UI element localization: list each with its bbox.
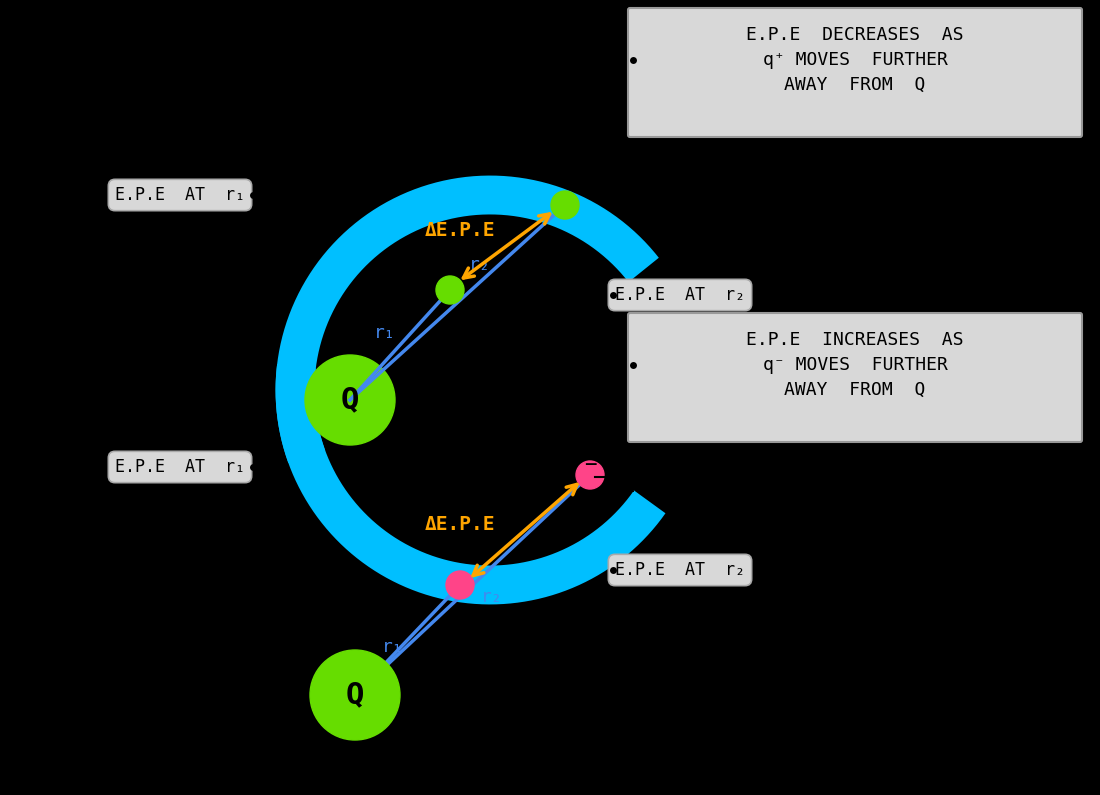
- Text: q⁺ MOVES  FURTHER: q⁺ MOVES FURTHER: [762, 51, 947, 69]
- Text: E.P.E  AT  r₁: E.P.E AT r₁: [116, 186, 245, 204]
- Text: Q: Q: [345, 681, 364, 709]
- Text: q⁻ MOVES  FURTHER: q⁻ MOVES FURTHER: [762, 356, 947, 374]
- Circle shape: [576, 461, 604, 489]
- Text: AWAY  FROM  Q: AWAY FROM Q: [784, 381, 926, 399]
- FancyBboxPatch shape: [628, 8, 1082, 137]
- Circle shape: [446, 571, 474, 599]
- Text: ΔE.P.E: ΔE.P.E: [425, 220, 495, 239]
- Text: AWAY  FROM  Q: AWAY FROM Q: [784, 76, 926, 94]
- Text: r₂: r₂: [469, 256, 491, 274]
- Circle shape: [436, 276, 464, 304]
- Text: Q: Q: [341, 386, 360, 414]
- Text: −: −: [584, 455, 596, 475]
- FancyBboxPatch shape: [628, 313, 1082, 442]
- Circle shape: [305, 355, 395, 445]
- Text: r₁: r₁: [374, 324, 396, 342]
- Text: r₁: r₁: [382, 638, 404, 656]
- Text: ΔE.P.E: ΔE.P.E: [425, 515, 495, 534]
- Circle shape: [551, 191, 579, 219]
- Text: Qq: Qq: [620, 457, 639, 472]
- Text: E.P.E  INCREASES  AS: E.P.E INCREASES AS: [746, 331, 964, 349]
- Text: r₂: r₂: [481, 588, 503, 606]
- Text: E.P.E  DECREASES  AS: E.P.E DECREASES AS: [746, 26, 964, 44]
- Text: E.P.E  AT  r₂: E.P.E AT r₂: [615, 561, 745, 579]
- Text: E.P.E  AT  r₂: E.P.E AT r₂: [615, 286, 745, 304]
- Circle shape: [310, 650, 400, 740]
- Text: E.P.E  AT  r₁: E.P.E AT r₁: [116, 458, 245, 476]
- Text: 4πε: 4πε: [616, 480, 644, 495]
